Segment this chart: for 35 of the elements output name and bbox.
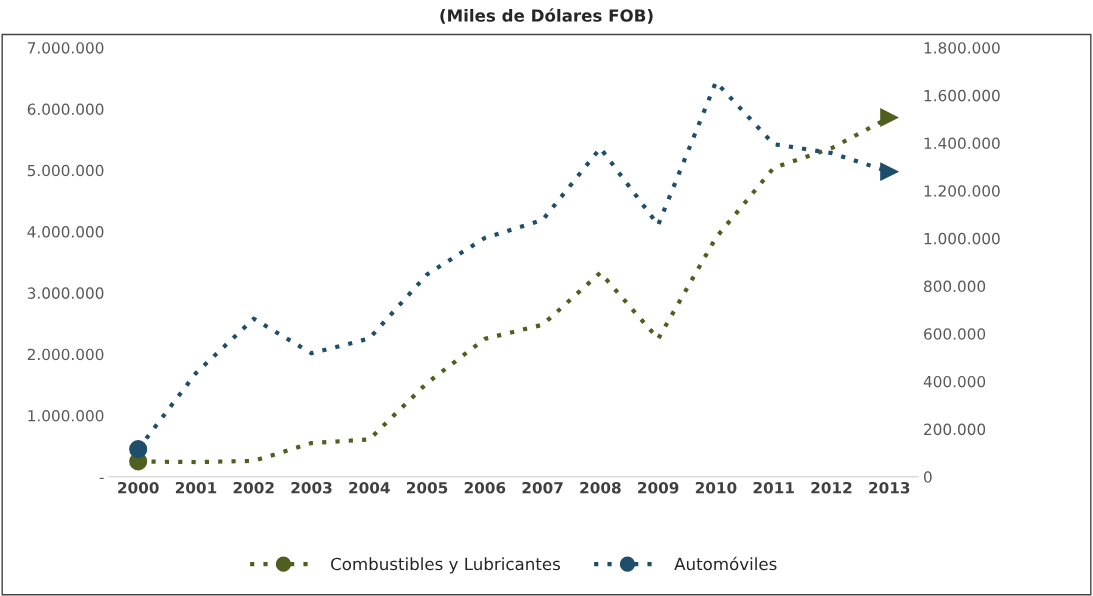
y2-tick-label: 200.000 xyxy=(924,423,986,436)
y-tick-label: 7.000.000 xyxy=(27,42,104,54)
y-tick-label: 3.000.000 xyxy=(27,287,104,299)
y2-tick-label: 1.400.000 xyxy=(924,137,1000,150)
y2-tick-label: 400.000 xyxy=(923,375,986,388)
legend-label: Automóviles xyxy=(674,556,777,571)
legend-label: Combustibles y Lubricantes xyxy=(331,557,560,574)
x-tick-label: 2011 xyxy=(753,481,794,494)
x-tick-label: 2000 xyxy=(118,481,159,494)
x-tick-label: 2012 xyxy=(811,481,852,494)
y2-tick-label: 1.200.000 xyxy=(924,185,1000,197)
chart-title: (Miles de Dólares FOB) xyxy=(440,8,653,24)
y2-tick-label: 600.000 xyxy=(924,328,986,340)
y-tick-label: - xyxy=(99,477,104,480)
x-tick-label: 2009 xyxy=(638,481,679,494)
x-tick-label: 2001 xyxy=(175,481,217,494)
x-tick-label: 2004 xyxy=(349,481,390,494)
y-tick-label: 6.000.000 xyxy=(27,103,104,115)
y2-tick-label: 1.000.000 xyxy=(924,232,1000,245)
y2-tick-label: 1.600.000 xyxy=(924,89,1000,102)
x-tick-label: 2013 xyxy=(869,481,910,494)
y2-tick-label: 1.800.000 xyxy=(924,42,1000,54)
y-tick-label: 2.000.000 xyxy=(27,348,104,361)
y2-tick-label: 800.000 xyxy=(924,280,986,293)
x-tick-label: 2003 xyxy=(291,481,332,494)
y2-tick-label: 0 xyxy=(923,471,932,483)
x-tick-label: 2007 xyxy=(522,481,563,494)
x-tick-label: 2006 xyxy=(464,481,506,494)
y-tick-label: 5.000.000 xyxy=(27,164,104,177)
x-tick-label: 2008 xyxy=(580,481,621,494)
x-tick-label: 2002 xyxy=(233,481,274,494)
x-tick-label: 2010 xyxy=(695,481,737,494)
y-tick-label: 1.000.000 xyxy=(28,409,104,422)
y-tick-label: 4.000.000 xyxy=(27,226,104,238)
x-tick-label: 2005 xyxy=(407,481,448,494)
